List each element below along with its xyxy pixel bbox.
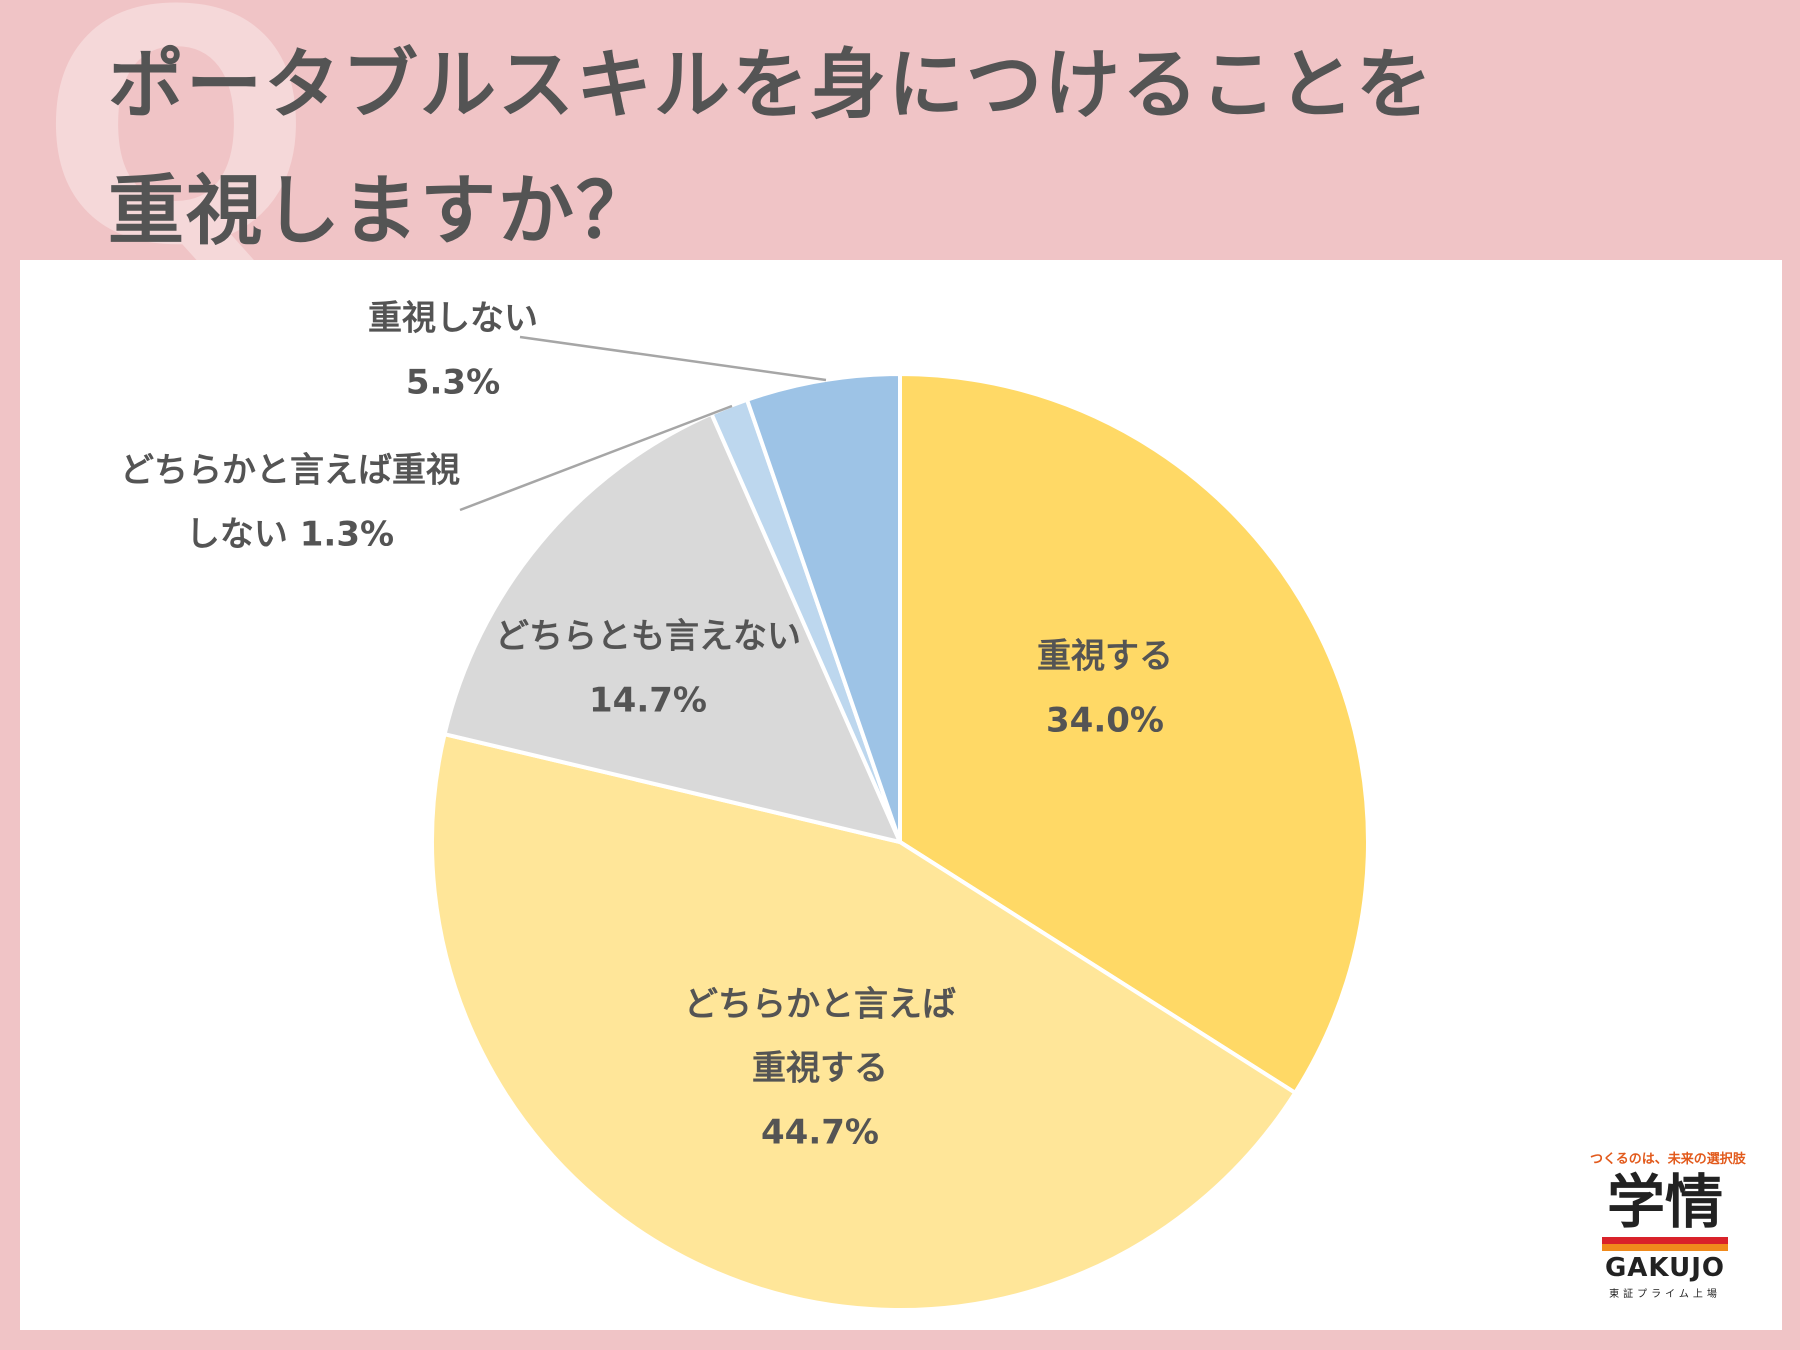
gakujo-logo: つくるのは、未来の選択肢 学情 GAKUJO 東証プライム上場 — [1590, 1148, 1746, 1300]
logo-subtitle: 東証プライム上場 — [1609, 1289, 1721, 1300]
slice-label-4-line-1: 5.3% — [406, 363, 500, 403]
logo-kanji: 学情 — [1606, 1168, 1723, 1236]
slice-label-0-line-0: 重視する — [1037, 637, 1173, 677]
pie-slice-1 — [429, 731, 1298, 1313]
pie-chart: 重視する34.0%どちらかと言えば重視する44.7%どちらとも言えない14.7%… — [120, 299, 1370, 1313]
slice-label-2-line-0: どちらとも言えない — [495, 617, 801, 657]
pie-slice-0 — [898, 371, 1370, 1096]
chart-panel: 重視する 34.0% どちらかと言えば 重視する 44.7% どちらとも言えない 14.7%… — [20, 260, 1782, 1330]
leader-line-4 — [519, 335, 827, 382]
logo-tagline: つくるのは、未来の選択肢 — [1590, 1152, 1746, 1167]
slice-label-1-line-0: どちらかと言えば — [684, 985, 956, 1025]
leader-line-3 — [459, 404, 733, 512]
slice-label-3-line-1: しない 1.3% — [186, 515, 394, 555]
slice-label-4-line-0: 重視しない — [368, 299, 538, 339]
slice-label-1-line-2: 44.7% — [761, 1113, 879, 1153]
slice-label-3-line-0: どちらかと言えば重視 — [120, 451, 460, 491]
q-mark-decoration: Q — [40, 0, 313, 316]
slice-label-0-line-1: 34.0% — [1046, 701, 1164, 741]
logo-bar — [1602, 1237, 1728, 1251]
slice-label-1-line-1: 重視する — [752, 1049, 888, 1089]
pie-slice-2 — [442, 411, 904, 845]
logo-name-en: GAKUJO — [1604, 1253, 1726, 1283]
slice-label-2-line-1: 14.7% — [589, 681, 707, 721]
page-title: ポータブルスキルを身につけることを 重視しますか？ — [108, 40, 1434, 255]
